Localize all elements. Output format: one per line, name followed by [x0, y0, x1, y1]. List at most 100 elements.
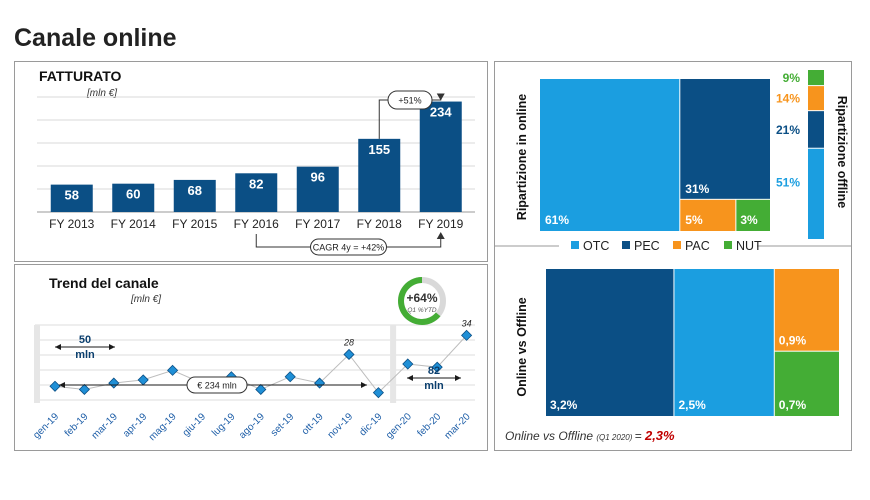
right-annotation-unit: mln [424, 380, 444, 392]
vs-label-pec: 3,2% [550, 398, 578, 412]
vs-tile-pec [546, 269, 674, 416]
data-point [284, 371, 296, 383]
bar [173, 179, 216, 212]
x-tick-label: FY 2013 [49, 217, 94, 231]
treemap-tile-pac [680, 199, 736, 231]
bar-value-label: 58 [65, 188, 79, 203]
period-separator [390, 325, 397, 403]
legend-label-otc: OTC [583, 239, 609, 253]
offline-label-nut: 9% [783, 71, 801, 85]
treemap-tile-nut [736, 199, 770, 231]
vs-footer: Online vs Offline (Q1 2020) = 2,3% [505, 428, 675, 443]
data-point [461, 329, 473, 341]
growth-label: +51% [398, 96, 421, 106]
x-tick-label: FY 2019 [418, 217, 463, 231]
x-tick-label: set-19 [269, 411, 297, 439]
gauge-value: +64% [406, 291, 437, 305]
data-point [255, 383, 267, 396]
data-point [108, 377, 120, 389]
data-point [78, 383, 90, 396]
bar-value-label: 234 [430, 105, 452, 120]
vs-title: Online vs Offline [515, 297, 529, 396]
offline-label-otc: 51% [776, 176, 800, 190]
left-annotation: 50 [79, 334, 91, 346]
x-tick-label: ott-19 [300, 411, 326, 437]
treemap-label-nut: 3% [740, 213, 758, 227]
treemap-label-pac: 5% [685, 213, 703, 227]
x-tick-label: nov-19 [326, 411, 356, 441]
online-title: Ripartizione in online [515, 94, 529, 220]
offline-segment-nut [808, 70, 824, 86]
growth-connector [432, 98, 442, 101]
x-tick-label: feb-19 [63, 411, 91, 439]
bar [296, 166, 339, 212]
data-point [372, 387, 384, 399]
annotation-arrowhead [407, 375, 413, 381]
treemap-label-pec: 31% [685, 182, 709, 196]
fatturato-chart: 58 FY 2013 60 FY 2014 68 FY 2015 82 FY 2016 96 FY… [37, 90, 475, 256]
offline-label-pec: 21% [776, 123, 800, 137]
legend-swatch-pec [622, 241, 630, 249]
x-tick-label: apr-19 [121, 411, 150, 440]
annotation-arrowhead [55, 344, 61, 350]
x-tick-label: lug-19 [210, 411, 238, 439]
x-tick-label: mag-19 [147, 411, 179, 443]
legend-label-nut: NUT [736, 239, 762, 253]
data-point [431, 361, 443, 373]
bar-value-label: 68 [188, 183, 202, 198]
treemap-tile-pec [680, 79, 770, 199]
vs-tile-otc [674, 269, 774, 416]
legend-swatch-pac [673, 241, 681, 249]
point-value-label: 34 [462, 318, 472, 328]
ripartizione-panel: Ripartizione in online Ripartizione offli… [494, 61, 852, 451]
growth-bubble [387, 90, 433, 110]
vs-tile-nut [774, 351, 839, 416]
bar [358, 138, 401, 212]
treemap-tile-otc [540, 79, 680, 231]
gauge-caption: Q1 %YTD [407, 307, 437, 314]
bar-value-label: 60 [126, 187, 140, 202]
fatturato-unit: [mln €] [87, 88, 118, 99]
bar-value-label: 96 [311, 170, 325, 185]
growth-connector [378, 99, 388, 139]
right-annotation: 82 [428, 365, 440, 377]
middle-annotation: € 234 mln [197, 381, 237, 391]
offline-segment-pac [808, 86, 824, 111]
bar [235, 173, 278, 212]
trend-panel: Trend del canale [mln €] gen-19 feb-19 mar… [14, 264, 488, 451]
legend-label-pac: PAC [685, 239, 710, 253]
cagr-connector [386, 235, 442, 248]
trend-title: Trend del canale [49, 275, 159, 291]
annotation-arrowhead [361, 382, 367, 388]
vs-footer-prefix: Online vs Offline [505, 429, 596, 443]
x-tick-label: mar-20 [443, 411, 473, 441]
bar [50, 184, 93, 212]
legend-label-pec: PEC [634, 239, 660, 253]
bar-value-label: 155 [368, 142, 390, 157]
period-separator [34, 325, 40, 403]
offline-segment-otc [808, 148, 824, 239]
treemap-label-otc: 61% [545, 213, 569, 227]
x-tick-label: FY 2016 [234, 217, 279, 231]
cagr-arrowhead [436, 232, 445, 239]
offline-label-pac: 14% [776, 92, 800, 106]
vs-footer-period: (Q1 2020) [596, 433, 634, 442]
x-tick-label: ago-19 [237, 411, 267, 441]
vs-tile-pac [774, 269, 839, 351]
x-tick-label: FY 2017 [295, 217, 340, 231]
vs-label-otc: 2,5% [678, 398, 706, 412]
data-point [167, 364, 179, 376]
legend-swatch-nut [724, 241, 732, 249]
ripartizione-chart: Ripartizione in online Ripartizione offli… [495, 70, 851, 443]
point-value-label: 28 [343, 337, 354, 347]
page-title: Canale online [14, 24, 177, 52]
annotation-arrowhead [109, 344, 115, 350]
x-tick-label: gen-20 [384, 411, 414, 441]
vs-label-nut: 0,7% [779, 398, 807, 412]
offline-segment-pec [808, 111, 824, 148]
vs-footer-equals: = [635, 429, 645, 443]
left-annotation-unit: mln [75, 349, 95, 361]
bar [112, 183, 155, 212]
bar [419, 101, 462, 212]
